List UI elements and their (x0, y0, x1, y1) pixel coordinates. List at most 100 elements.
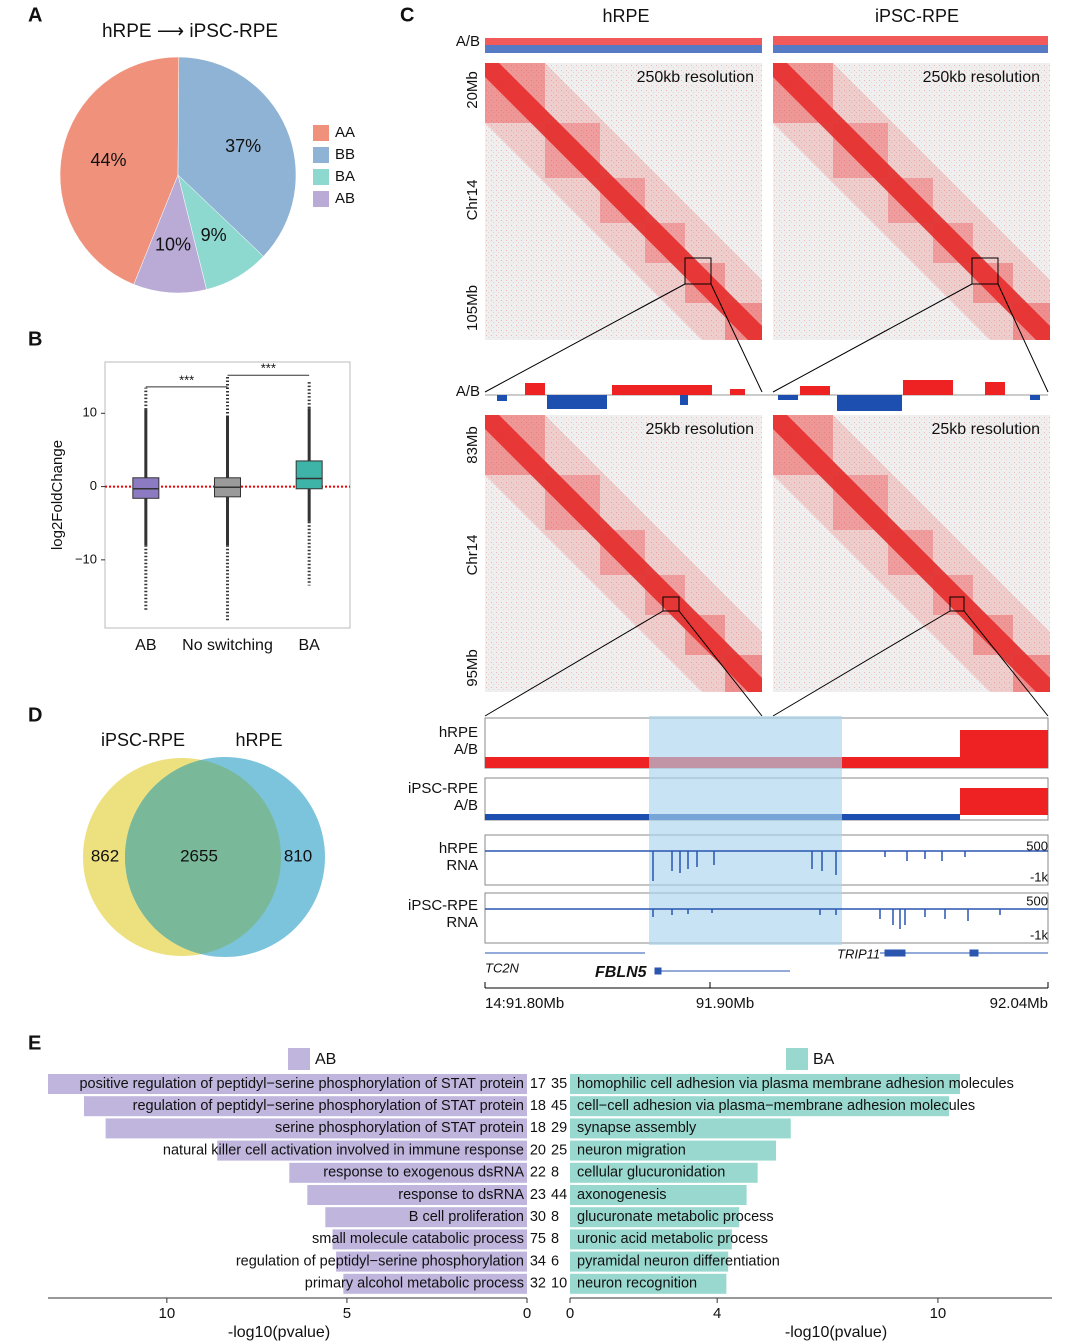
x-axis-label: -log10(pvalue) (785, 1324, 887, 1341)
legend-swatch (786, 1048, 808, 1070)
gene-count: 29 (551, 1120, 567, 1136)
bar (570, 1140, 777, 1161)
bar-label: B cell proliferation (409, 1209, 524, 1225)
ab-compartment (497, 395, 507, 401)
gene-count: 32 (530, 1276, 546, 1292)
legend-label: BA (813, 1051, 835, 1068)
bar-label: axonogenesis (577, 1187, 667, 1203)
bar-label: positive regulation of peptidyl−serine p… (79, 1076, 524, 1092)
zoom-box (949, 596, 965, 612)
x-tick-label: 0 (523, 1305, 531, 1322)
axis-label: 83Mb (464, 426, 481, 464)
bar-label: cellular glucuronidation (577, 1165, 725, 1181)
ab-compartment (525, 383, 545, 395)
ab-compartment (485, 38, 762, 45)
bar (570, 1162, 758, 1183)
bar (336, 1251, 527, 1272)
panel-label: C (400, 4, 414, 26)
gene-count: 23 (530, 1187, 546, 1203)
y-tick-label: 0 (90, 478, 97, 493)
bar-label: response to dsRNA (398, 1187, 524, 1203)
x-tick-label: 0 (566, 1305, 574, 1322)
track-label: hRPE (439, 724, 478, 741)
bar-label: pyramidal neuron differentiation (577, 1253, 780, 1269)
bar-label: serine phosphorylation of STAT protein (275, 1120, 524, 1136)
ab-compartment (730, 389, 745, 395)
gene-count: 22 (530, 1165, 546, 1181)
pie-slice (133, 174, 207, 294)
bar-label: response to exogenous dsRNA (323, 1165, 524, 1181)
region-count: 810 (284, 846, 312, 865)
gene-count: 6 (551, 1253, 559, 1269)
ab-compartment (960, 788, 1048, 815)
x-tick-label: 5 (343, 1305, 351, 1322)
track-scale: 500 (1026, 838, 1048, 853)
x-tick-label: AB (135, 637, 156, 654)
bar-label: glucuronate metabolic process (577, 1209, 774, 1225)
axis-label: 105Mb (464, 285, 481, 331)
y-tick-label: −10 (75, 551, 97, 566)
axis-label: 20Mb (464, 71, 481, 109)
track-scale: -1k (1030, 927, 1049, 942)
hic-map (773, 415, 1050, 692)
gene-count: 20 (530, 1142, 546, 1158)
track-label: iPSC-RPE (408, 780, 478, 797)
gene-track (485, 949, 1048, 975)
axis-label: Chr14 (464, 180, 481, 221)
resolution-label: 250kb resolution (637, 69, 754, 86)
region-count: 862 (91, 846, 119, 865)
ab-compartment (903, 380, 953, 395)
bar (105, 1118, 528, 1139)
slice-label: 37% (225, 136, 261, 156)
exon (884, 949, 906, 957)
ab-compartment (837, 395, 902, 411)
gene-count: 8 (551, 1209, 559, 1225)
ab-compartment (773, 36, 1048, 45)
hic-map (485, 63, 762, 340)
x-tick-label: 10 (159, 1305, 176, 1322)
y-axis-label: log2FoldChange (49, 440, 66, 550)
ab-track (485, 36, 1048, 53)
slice-label: 10% (155, 234, 191, 254)
slice-label: 9% (201, 225, 227, 245)
zoom-line (678, 610, 763, 717)
legend-label: BB (335, 146, 355, 163)
region-count: 2655 (180, 846, 218, 865)
coordinate-tick (484, 982, 1049, 988)
ab-compartment (680, 395, 688, 405)
panel-label: A (28, 4, 42, 26)
legend-swatch (313, 191, 329, 207)
x-tick-label: No switching (182, 637, 273, 654)
bar (570, 1207, 740, 1228)
zoom-line (484, 283, 686, 393)
box (295, 460, 323, 490)
hic-panel: hRPE iPSC-RPE A/B 250kb resolution 250kb… (408, 6, 1050, 1012)
ab-compartment (773, 45, 1048, 53)
bar (289, 1162, 527, 1183)
gene-count: 17 (530, 1076, 546, 1092)
rna-track (485, 850, 1048, 929)
zoom-line (772, 610, 951, 717)
panel-label: B (28, 328, 42, 350)
bar-label: uronic acid metabolic process (577, 1231, 768, 1247)
resolution-label: 25kb resolution (645, 421, 754, 438)
hic-map (773, 63, 1050, 340)
zoom-box (971, 257, 999, 285)
bar (570, 1273, 727, 1294)
bar-label: regulation of peptidyl−serine phosphoryl… (236, 1253, 524, 1269)
zoom-line (772, 283, 973, 393)
exon (654, 967, 662, 975)
ab-compartment (960, 730, 1048, 768)
legend-swatch (313, 125, 329, 141)
gene-count: 30 (530, 1209, 546, 1225)
zoom-box (684, 257, 712, 285)
x-tick-label: 4 (713, 1305, 721, 1322)
track-label: iPSC-RPE (408, 897, 478, 914)
zoom-line (484, 610, 664, 717)
axis-label: Chr14 (464, 535, 481, 576)
plot-frame (104, 361, 351, 629)
ab-compartment (985, 382, 1005, 395)
gene-count: 44 (551, 1187, 567, 1203)
gene-count: 10 (551, 1276, 567, 1292)
bar-label: primary alcohol metabolic process (305, 1276, 524, 1292)
